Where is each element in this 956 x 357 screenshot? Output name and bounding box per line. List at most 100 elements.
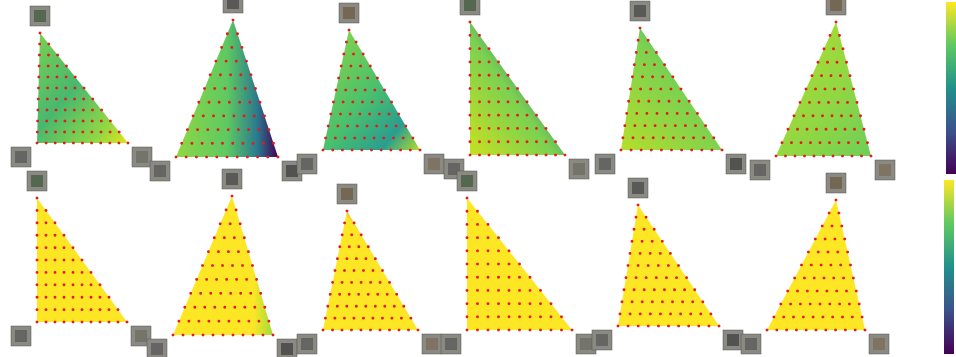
- sample-point: [354, 88, 357, 92]
- sample-point: [63, 119, 67, 123]
- sample-point: [539, 289, 542, 292]
- sample-point: [80, 295, 84, 299]
- thumbnail-content: [136, 151, 148, 163]
- sample-point: [350, 233, 354, 237]
- sample-point: [338, 245, 342, 249]
- sample-point: [647, 99, 651, 103]
- sample-point: [700, 148, 704, 152]
- sample-point: [276, 155, 280, 159]
- sample-point: [35, 258, 39, 262]
- sample-point: [186, 128, 189, 132]
- sample-point: [665, 276, 668, 279]
- sample-point: [109, 119, 112, 123]
- sample-point: [866, 141, 869, 145]
- sample-point: [201, 264, 204, 267]
- sample-point: [765, 328, 769, 332]
- sample-point: [834, 328, 837, 332]
- sample-point: [696, 112, 699, 115]
- sample-point: [634, 51, 638, 54]
- sample-point: [827, 211, 831, 215]
- sample-point: [622, 288, 626, 292]
- sample-point: [245, 59, 248, 63]
- sample-point: [352, 52, 355, 56]
- sample-point: [645, 112, 649, 115]
- sample-point: [235, 278, 239, 281]
- thumbnail-content: [15, 151, 27, 163]
- sample-point: [844, 328, 847, 332]
- sample-point: [843, 237, 847, 241]
- sample-point: [324, 136, 327, 140]
- sample-point: [819, 263, 823, 267]
- sample-point: [652, 227, 656, 231]
- sample-point: [847, 141, 850, 145]
- sample-point: [80, 283, 84, 287]
- sample-point: [834, 127, 837, 131]
- sample-point: [90, 141, 93, 145]
- sample-point: [46, 64, 50, 68]
- sample-point: [539, 302, 542, 305]
- sample-point: [245, 278, 249, 281]
- sample-point: [827, 101, 830, 104]
- sample-point: [362, 269, 365, 272]
- sample-point: [35, 209, 39, 212]
- sample-point: [335, 304, 339, 308]
- sample-point: [211, 264, 214, 267]
- sample-point: [487, 87, 491, 90]
- sample-point: [634, 276, 638, 279]
- sample-point: [82, 97, 86, 101]
- sample-point: [654, 276, 658, 279]
- sample-point: [651, 136, 655, 140]
- sample-point: [643, 63, 646, 66]
- sample-point: [838, 302, 841, 306]
- sample-point: [835, 289, 839, 293]
- sample-point: [675, 276, 678, 279]
- thumbnail-content: [154, 165, 166, 177]
- sample-point: [478, 100, 481, 104]
- sample-point: [506, 87, 510, 90]
- sample-point: [829, 263, 833, 267]
- sample-point: [667, 264, 670, 267]
- sample-point: [468, 20, 472, 24]
- sample-point: [365, 124, 369, 128]
- sample-point: [476, 275, 479, 279]
- sample-point: [653, 124, 657, 127]
- sample-point: [46, 75, 50, 79]
- thumbnail-content: [727, 334, 739, 346]
- sample-point: [55, 86, 59, 90]
- simplex-heatmap: [176, 20, 278, 157]
- sample-point: [818, 302, 822, 306]
- sample-point: [243, 305, 247, 309]
- sample-point: [681, 300, 684, 304]
- sample-point: [841, 154, 844, 158]
- sample-point: [497, 113, 500, 117]
- sample-point: [675, 112, 679, 115]
- sample-point: [798, 101, 802, 104]
- sample-point: [44, 141, 48, 145]
- sample-point: [793, 276, 796, 280]
- thumbnail-content: [754, 164, 766, 176]
- thumbnail-content: [461, 175, 473, 187]
- sample-point: [230, 194, 234, 198]
- sample-point: [657, 324, 660, 328]
- sample-point: [237, 128, 240, 132]
- sample-point: [497, 289, 500, 292]
- sample-point: [345, 304, 349, 308]
- sample-point: [344, 88, 348, 92]
- sample-point: [356, 76, 360, 80]
- sample-point: [199, 291, 203, 295]
- sample-point: [772, 315, 776, 319]
- sample-point: [35, 233, 39, 237]
- sample-point: [382, 136, 386, 140]
- sample-point: [821, 114, 824, 118]
- sample-point: [790, 141, 793, 145]
- sample-point: [99, 119, 103, 123]
- sample-point: [554, 153, 557, 157]
- sample-point: [657, 99, 661, 103]
- sample-point: [203, 305, 207, 309]
- sample-point: [486, 275, 490, 279]
- sample-point: [205, 155, 209, 159]
- sample-point: [812, 276, 816, 280]
- sample-point: [644, 51, 648, 54]
- sample-point: [80, 320, 84, 324]
- sample-point: [786, 127, 790, 131]
